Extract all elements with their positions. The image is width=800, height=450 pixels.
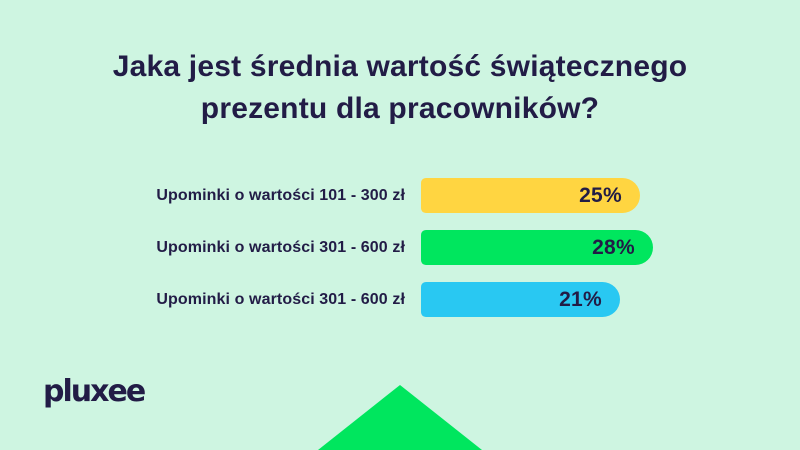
bar-gifts-101-300: 25% <box>421 178 640 213</box>
bar-gifts-301-600: 28% <box>421 230 653 265</box>
bar-row: Upominki o wartości 301 - 600 zł 21% <box>0 282 800 317</box>
bar-category-label: Upominki o wartości 301 - 600 zł <box>156 291 405 308</box>
bar-category-label: Upominki o wartości 101 - 300 zł <box>156 187 405 204</box>
bar-gifts-301-600-blue: 21% <box>421 282 620 317</box>
bar-value-label: 25% <box>579 183 622 207</box>
chart-title-line-2: prezentu dla pracowników? <box>200 92 600 125</box>
bar-value-label: 28% <box>592 235 635 259</box>
bar-category-label: Upominki o wartości 301 - 600 zł <box>156 239 405 256</box>
arrow-up-icon <box>318 385 482 450</box>
bar-row: Upominki o wartości 301 - 600 zł 28% <box>0 230 800 265</box>
arrow-up-shape <box>318 385 482 450</box>
pluxee-logo: pluxee <box>43 374 146 409</box>
bar-row: Upominki o wartości 101 - 300 zł 25% <box>0 178 800 213</box>
chart-title: Jaka jest średnia wartość świątecznego p… <box>0 46 800 130</box>
chart-title-line-1: Jaka jest średnia wartość świątecznego <box>112 50 688 83</box>
bar-value-label: 21% <box>559 287 602 311</box>
